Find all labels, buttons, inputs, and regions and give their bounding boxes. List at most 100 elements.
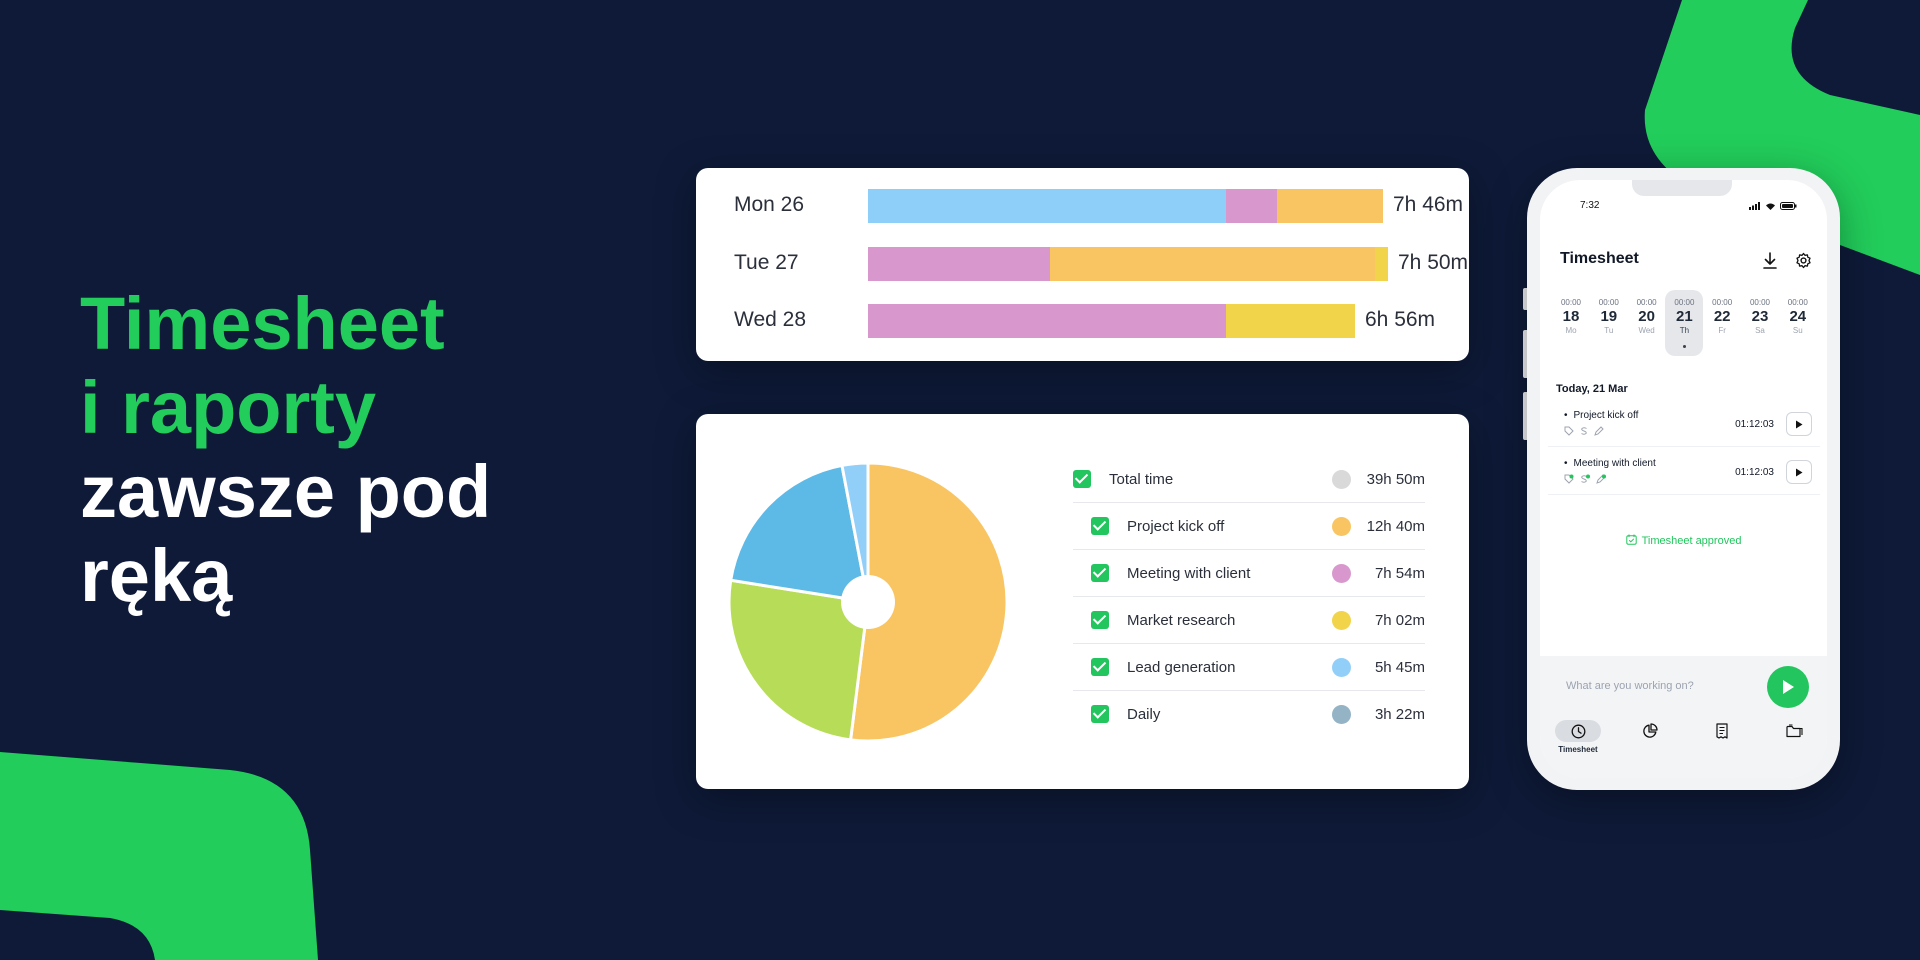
battery-icon [1780,202,1797,210]
headline-line-4: ręką [80,534,233,617]
nav-expenses[interactable] [1692,720,1752,742]
dollar-icon[interactable] [1580,474,1590,484]
phone-mockup: 7:32 Timesheet 00:00 18 Mo 00:00 19 Tu 00:00 20… [1527,168,1840,790]
play-icon [1796,420,1803,428]
bar-total: 6h 56m [1365,308,1436,331]
phone-screen: 7:32 Timesheet 00:00 18 Mo 00:00 19 Tu 00:00 20… [1540,180,1827,778]
bar-segment [868,304,1226,338]
bar-day-label: Tue 27 [734,251,799,274]
week-day-20[interactable]: 00:00 20 Wed [1628,290,1666,356]
dollar-icon[interactable] [1580,426,1588,436]
bar-segment [1225,189,1278,223]
pie-slice [848,461,1009,743]
legend-color-dot [1332,469,1351,489]
nav-projects[interactable] [1764,720,1824,742]
legend-value: 3h 22m [1374,705,1425,723]
nav-timesheet[interactable]: Timesheet [1548,720,1608,754]
bar-segment [1277,189,1383,223]
pie-slice [728,463,870,604]
week-day-22[interactable]: 00:00 22 Fr [1703,290,1741,356]
calendar-check-icon [1625,534,1637,545]
edit-icon[interactable] [1596,474,1606,484]
legend-color-dot [1332,516,1351,536]
legend: Total time 39h 50m Project kick off 12h 40m… [1073,456,1425,737]
legend-value: 7h 54m [1374,564,1425,582]
day-name: Su [1792,326,1803,335]
phone-notch [1632,180,1732,196]
play-button[interactable] [1786,460,1812,484]
bar-segment [868,189,1226,223]
week-day-19[interactable]: 00:00 19 Tu [1590,290,1628,356]
status-icons [1749,202,1797,210]
headline: Timesheet i raporty zawsze pod ręką [80,282,491,618]
tag-icon[interactable] [1564,474,1574,484]
legend-label: Daily [1127,705,1161,723]
receipt-icon [1716,723,1728,739]
bar-segment [1050,247,1375,281]
tag-icon[interactable] [1564,426,1574,436]
week-day-21[interactable]: 00:00 21 Th [1665,290,1704,356]
day-number: 20 [1638,308,1655,325]
headline-line-2: i raporty [80,366,377,449]
daily-bars-card: Mon 26 7h 46m Tue 27 7h 50m Wed 28 6h 56… [696,168,1469,361]
day-name: Mo [1565,326,1577,335]
legend-checkbox[interactable] [1091,705,1109,723]
download-icon[interactable] [1762,252,1778,270]
entry-icons [1564,474,1606,484]
day-time: 00:00 [1787,298,1808,307]
task-input[interactable]: What are you working on? [1566,680,1694,692]
week-day-18[interactable]: 00:00 18 Mo [1552,290,1590,356]
gear-icon[interactable] [1795,252,1812,269]
legend-value: 12h 40m [1366,517,1425,535]
play-icon [1783,680,1794,694]
day-number: 22 [1713,308,1731,325]
entry-name: Meeting with client [1564,458,1656,469]
legend-checkbox[interactable] [1091,611,1109,629]
legend-color-dot [1332,704,1351,724]
legend-row: Lead generation 5h 45m [1073,644,1425,691]
legend-checkbox[interactable] [1073,470,1091,488]
day-time: 00:00 [1749,298,1771,307]
pie-hole [841,575,895,629]
play-button[interactable] [1786,412,1812,436]
bar-track [868,304,1355,338]
pie-chart-icon [1643,723,1658,738]
status-time: 7:32 [1580,200,1600,211]
app-title: Timesheet [1560,250,1639,267]
legend-label: Market research [1127,611,1236,629]
legend-label: Lead generation [1127,658,1236,676]
bar-day-label: Wed 28 [734,308,806,331]
approved-status: Timesheet approved [1540,534,1827,548]
legend-checkbox[interactable] [1091,564,1109,582]
legend-checkbox[interactable] [1091,517,1109,535]
week-day-24[interactable]: 00:00 24 Su [1779,290,1817,356]
week-day-23[interactable]: 00:00 23 Sa [1741,290,1779,356]
phone-side-button [1523,288,1529,310]
legend-checkbox[interactable] [1091,658,1109,676]
approved-text: Timesheet approved [1641,534,1742,547]
bar-segment [868,247,1050,281]
nav-reports[interactable] [1620,720,1680,742]
day-name: Sa [1755,326,1765,335]
time-entry[interactable]: Meeting with client 01:12:03 [1548,450,1820,495]
day-number: 23 [1751,308,1769,325]
phone-side-button [1523,330,1529,378]
edit-icon[interactable] [1594,426,1604,436]
start-timer-button[interactable] [1767,666,1809,708]
green-shape-top-right [1644,0,1920,275]
legend-row: Meeting with client 7h 54m [1073,550,1425,597]
folder-icon [1785,724,1803,738]
entry-time: 01:12:03 [1735,419,1774,430]
legend-label: Total time [1109,470,1174,488]
time-entry[interactable]: Project kick off 01:12:03 [1548,402,1820,447]
wifi-icon [1766,203,1775,210]
legend-row: Project kick off 12h 40m [1073,503,1425,550]
pie-chart [727,461,1009,743]
legend-row: Daily 3h 22m [1073,691,1425,737]
phone-side-button [1523,392,1529,440]
legend-color-dot [1332,610,1351,630]
bar-segment [1375,247,1388,281]
legend-value: 5h 45m [1374,658,1425,676]
day-time: 00:00 [1636,298,1657,307]
day-name: Tu [1604,326,1614,335]
